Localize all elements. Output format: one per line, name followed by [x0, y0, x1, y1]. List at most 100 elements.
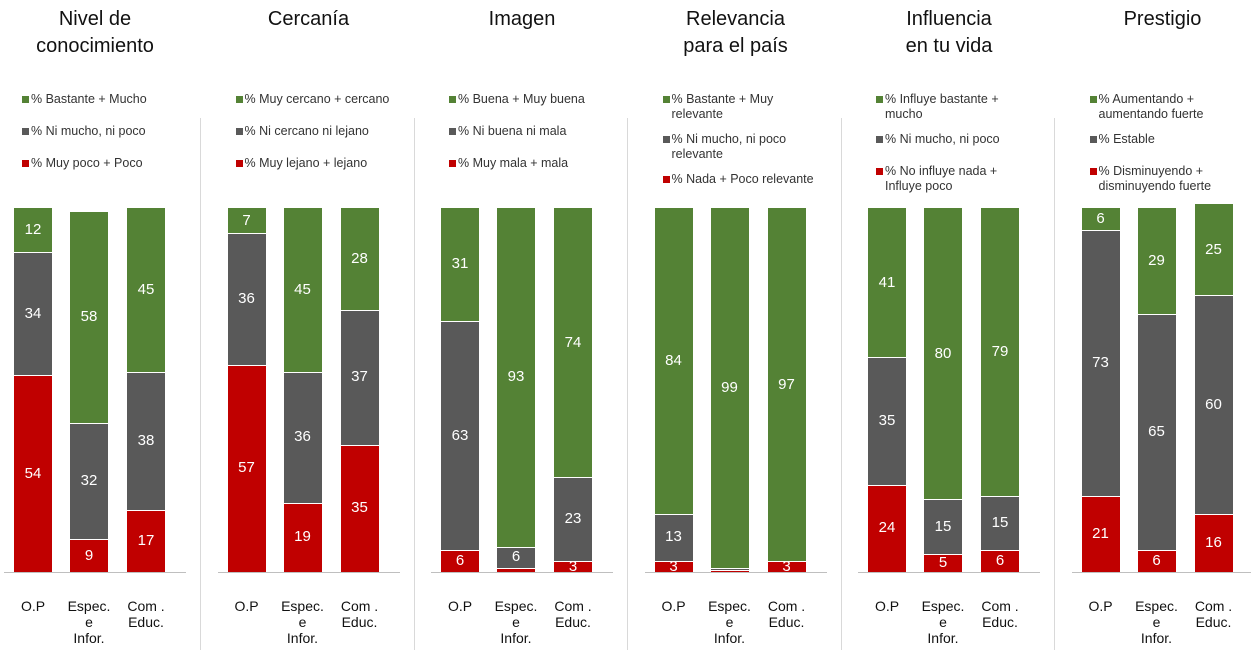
baseline: [431, 572, 613, 573]
x-tick-label: Espec. e Infor.: [1135, 598, 1178, 646]
legend-entry: % Ni mucho, ni poco relevante: [662, 132, 823, 162]
bar-segment: [868, 484, 906, 572]
chart-panel: Imagen % Buena + Muy buena % Ni buena ni m…: [427, 0, 635, 657]
bar-segment: [710, 208, 749, 569]
bar-segment: [1194, 295, 1233, 514]
legend-entry: % Muy mala + mala: [449, 156, 609, 178]
bar-segment: [554, 561, 592, 572]
value-label: 74: [564, 333, 582, 351]
legend-entry: % Muy lejano + lejano: [235, 156, 396, 178]
x-tick-label: Com . Educ.: [767, 598, 806, 630]
legend-swatch: [662, 96, 670, 103]
chart-title: Cercanía: [267, 8, 350, 30]
legend-swatch: [1089, 96, 1097, 103]
legend: % Bastante + Mucho % Ni mucho, ni poco % M…: [22, 92, 182, 188]
x-tick-label: Espec. e Infor.: [921, 598, 965, 646]
bar-segment: [1081, 229, 1120, 496]
panel-separator: [627, 118, 628, 650]
bar-segment: [868, 357, 906, 485]
value-label: 6: [511, 548, 521, 566]
chart-panel: Nivel de conocimiento % Bastante + Mucho%…: [0, 0, 208, 657]
chart-panel: Relevancia para el país % Bastante + Muy …: [641, 0, 849, 657]
bar-segment: [227, 208, 266, 234]
legend-swatch: [449, 160, 456, 167]
value-label: 28: [351, 249, 368, 267]
bar-segment: [710, 568, 749, 571]
value-label: 24: [878, 519, 896, 537]
bar-segment: [767, 561, 806, 563]
bar-segment: [981, 495, 1019, 551]
legend-swatch: [876, 168, 883, 175]
value-label: 60: [1205, 395, 1222, 413]
legend: % Buena + Muy buena % Ni buena ni mala % M…: [449, 92, 609, 188]
bar-segment: [127, 371, 165, 511]
bar-segment: [70, 422, 108, 540]
bar-segment: [70, 211, 108, 423]
legend-swatch: [449, 96, 456, 103]
bar-segment: [441, 550, 479, 572]
bar-segment: [1194, 204, 1233, 296]
baseline: [1071, 572, 1251, 573]
x-tick-label: Espec. e Infor.: [281, 598, 324, 646]
legend-entry: % Nada + Poco relevante: [662, 172, 823, 194]
value-label: 29: [1148, 251, 1165, 269]
value-label: 23: [564, 510, 582, 528]
bar-segment: [127, 208, 165, 372]
bar-segment: [767, 208, 806, 562]
value-label: 58: [80, 308, 98, 326]
value-label: 73: [1092, 353, 1109, 371]
value-label: 54: [24, 464, 42, 482]
chart-panel: Prestigio % Aumentando + aumentando fuert…: [1068, 0, 1251, 657]
value-label: 6: [455, 552, 465, 570]
value-label: 57: [238, 459, 255, 477]
legend-entry: % Muy cercano + cercano: [235, 92, 396, 114]
legend-swatch: [876, 96, 883, 103]
value-label: 97: [778, 375, 795, 393]
baseline: [4, 572, 186, 573]
bar-segment: [654, 513, 693, 562]
value-label: 37: [351, 368, 368, 386]
value-label: 16: [1205, 533, 1222, 551]
bar-segment: [441, 208, 479, 321]
bar-segment: [283, 502, 322, 572]
value-label: 84: [665, 351, 682, 369]
x-tick-label: O.P: [1088, 598, 1113, 614]
bar-segment: [70, 539, 108, 572]
x-tick-label: O.P: [661, 598, 686, 614]
bar-segment: [340, 208, 379, 310]
legend-entry: % Ni buena ni mala: [449, 124, 609, 146]
legend: % Muy cercano + cercano % Ni cercano ni l…: [235, 92, 396, 188]
value-label: 65: [1148, 422, 1165, 440]
baseline: [217, 572, 400, 573]
value-label: 32: [80, 472, 98, 489]
value-label: 25: [1205, 240, 1222, 258]
bar-segment: [497, 568, 535, 572]
bar-segment: [14, 251, 52, 376]
chart-title: Influencia en tu vida: [905, 8, 993, 57]
value-label: 3: [782, 557, 791, 575]
legend-entry: % Disminuyendo + disminuyendo fuerte: [1089, 164, 1250, 194]
chart-title: Imagen: [488, 8, 556, 30]
x-tick-label: O.P: [447, 598, 473, 614]
bar-segment: [227, 364, 266, 572]
value-label: 19: [294, 528, 311, 546]
bar-segment: [710, 570, 749, 572]
legend-swatch: [22, 160, 29, 167]
value-label: 45: [294, 280, 311, 298]
value-label: 6: [995, 552, 1005, 570]
bar-segment: [924, 553, 962, 572]
value-label: 99: [721, 379, 738, 397]
legend-entry: % Ni mucho, ni poco: [22, 124, 182, 146]
chart-panel: Influencia en tu vida % Influye bastante …: [854, 0, 1062, 657]
bar-segment: [1194, 513, 1233, 572]
legend-entry: % Bastante + Mucho: [22, 92, 182, 114]
legend: % Bastante + Muy relevante % Ni mucho, ni…: [662, 92, 823, 204]
legend-swatch: [22, 128, 29, 135]
x-tick-label: Com . Educ.: [127, 598, 165, 630]
bar-segment: [924, 499, 962, 554]
bar-segment: [981, 550, 1019, 572]
legend-entry: % Bastante + Muy relevante: [662, 92, 823, 122]
x-tick-label: Com . Educ.: [1194, 598, 1233, 630]
legend-swatch: [449, 128, 456, 135]
